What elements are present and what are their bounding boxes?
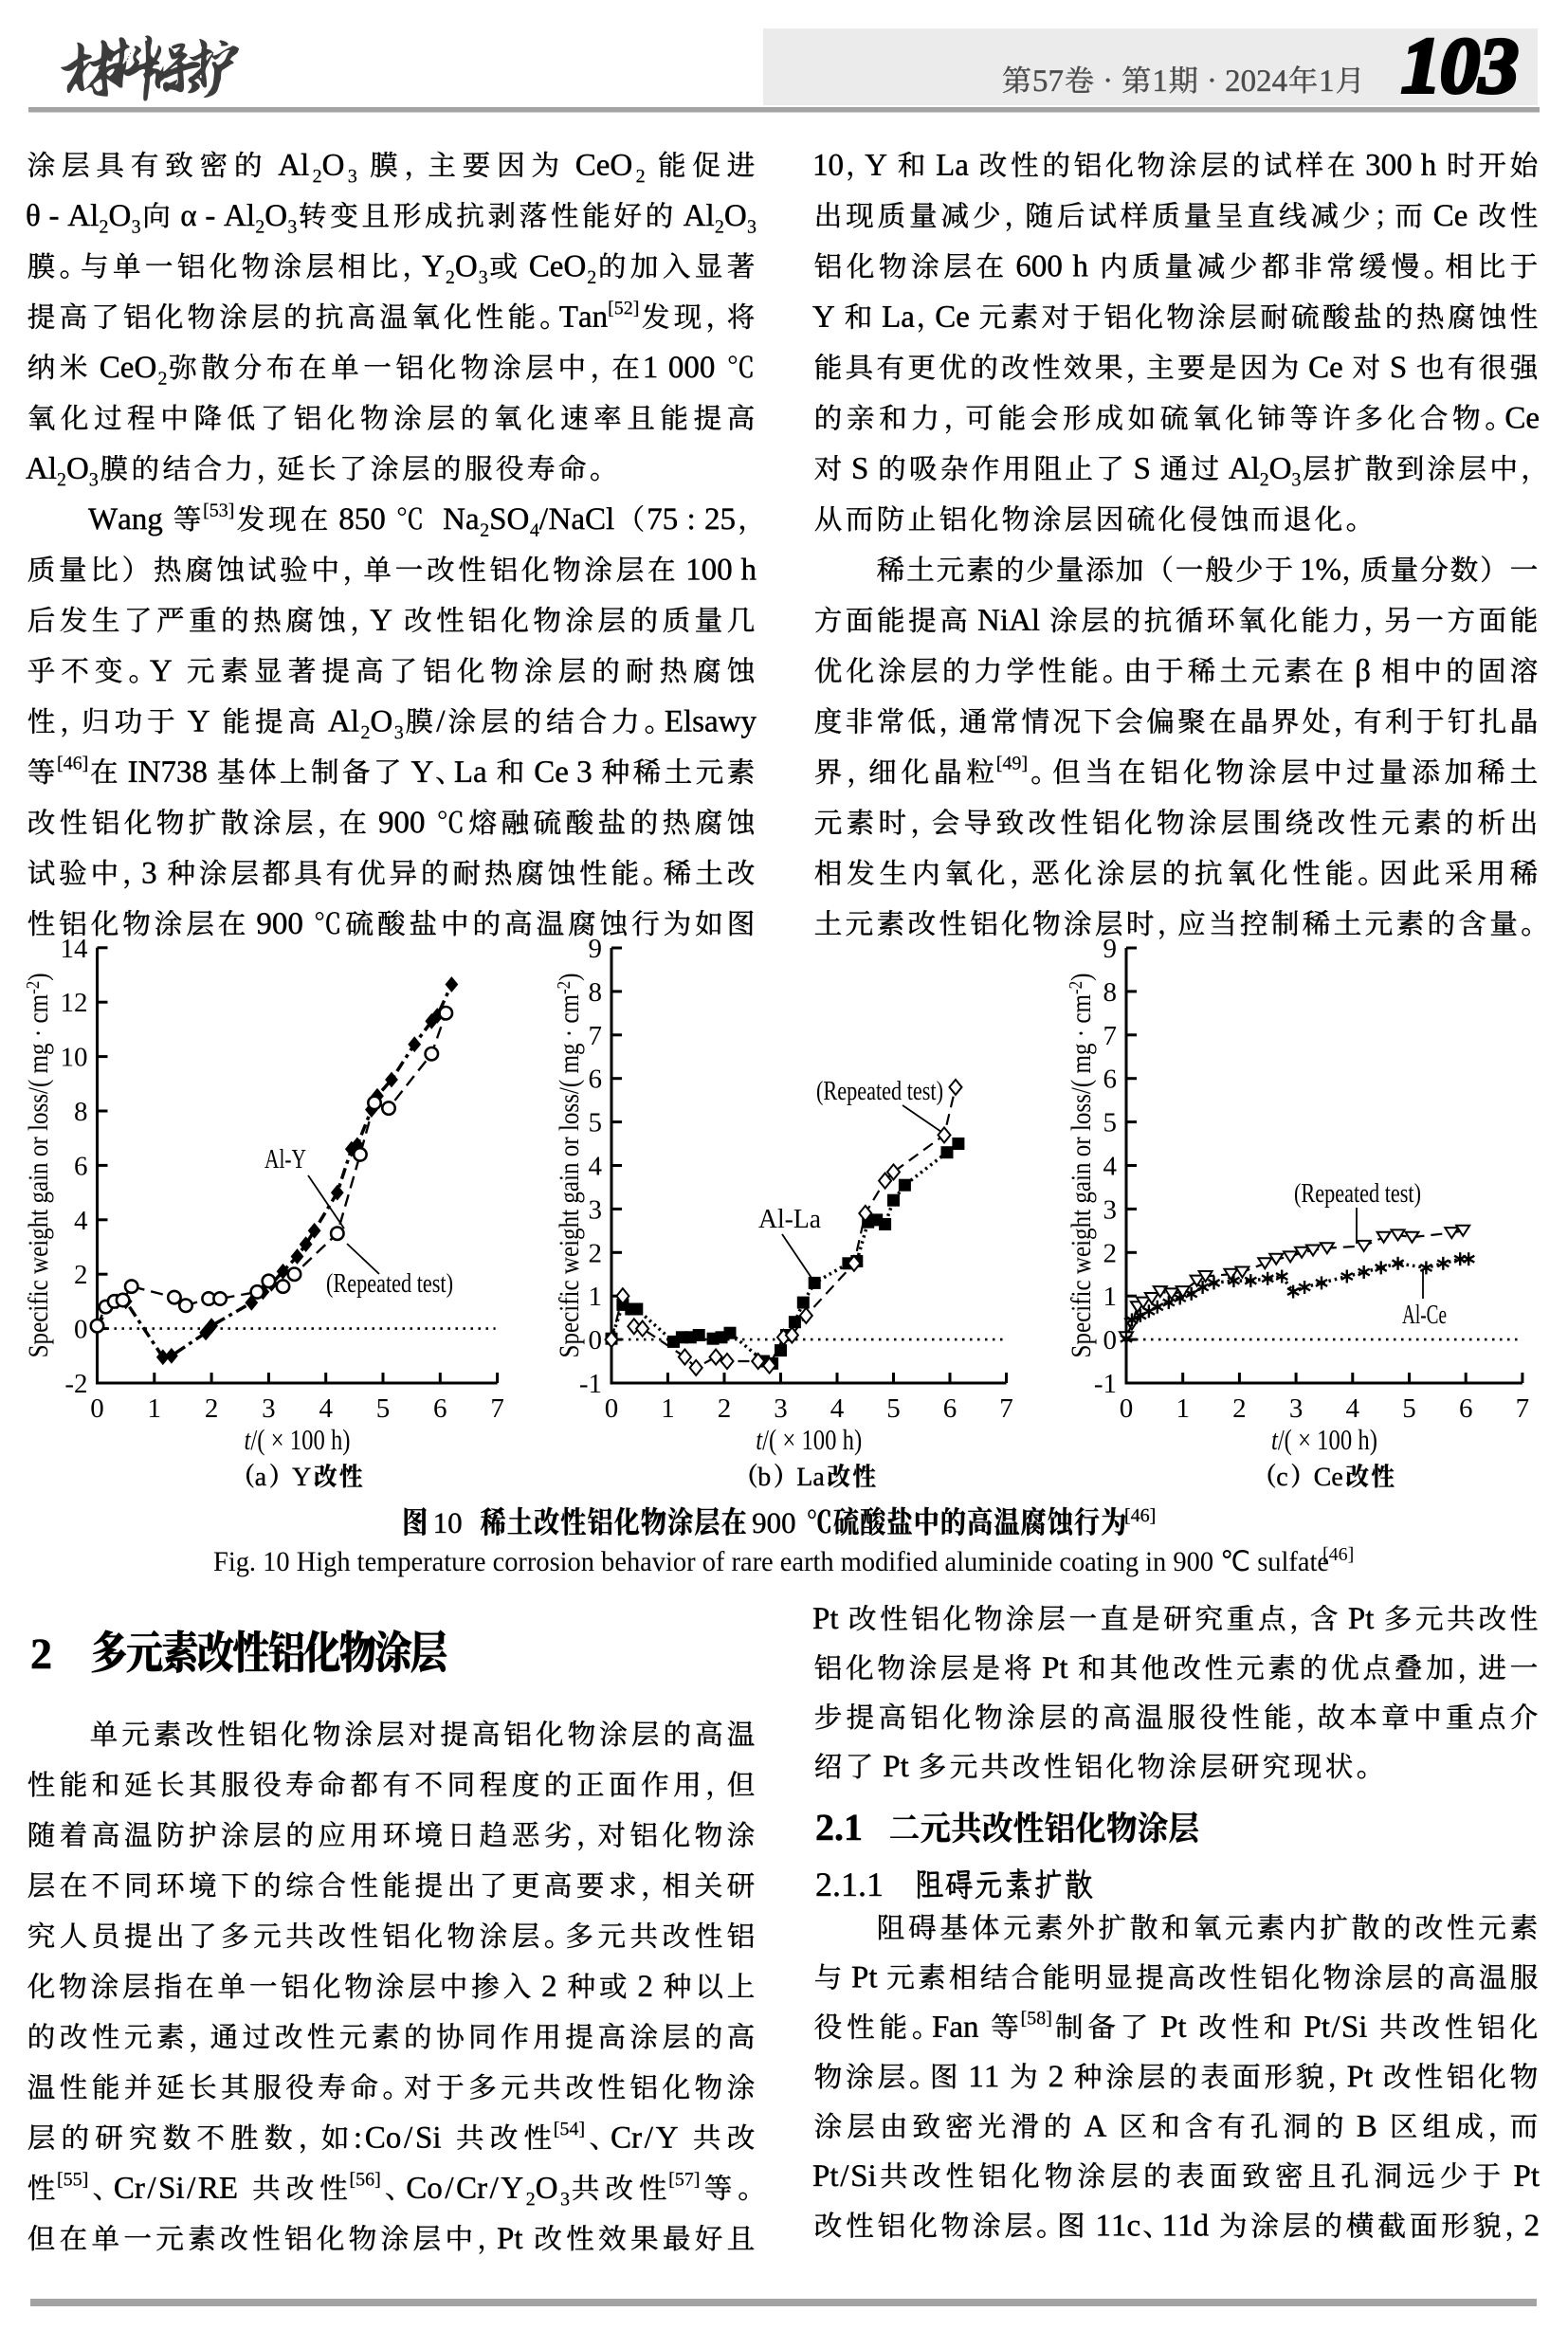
svg-text:1: 1 bbox=[148, 1393, 162, 1424]
svg-text:7: 7 bbox=[1516, 1393, 1530, 1424]
svg-text:2: 2 bbox=[718, 1393, 732, 1424]
svg-text:(Repeated test): (Repeated test) bbox=[1294, 1178, 1421, 1209]
svg-text:8: 8 bbox=[74, 1097, 88, 1127]
svg-text:4: 4 bbox=[74, 1206, 88, 1236]
svg-text:6: 6 bbox=[943, 1393, 957, 1424]
svg-text:-1: -1 bbox=[579, 1369, 602, 1399]
svg-text:3: 3 bbox=[262, 1393, 276, 1424]
svg-text:4: 4 bbox=[1346, 1393, 1360, 1424]
svg-text:Specific weight gain or loss/(: Specific weight gain or loss/( mg · cm-2… bbox=[23, 973, 54, 1357]
svg-text:4: 4 bbox=[830, 1393, 845, 1424]
svg-text:3: 3 bbox=[1289, 1393, 1304, 1424]
svg-text:Al-Ce: Al-Ce bbox=[1402, 1300, 1447, 1330]
svg-text:2: 2 bbox=[1232, 1393, 1247, 1424]
svg-text:10: 10 bbox=[61, 1043, 88, 1073]
svg-text:0: 0 bbox=[589, 1325, 603, 1356]
svg-text:3: 3 bbox=[774, 1393, 788, 1424]
svg-text:1: 1 bbox=[589, 1282, 603, 1312]
svg-text:t/( × 100 h): t/( × 100 h) bbox=[1271, 1423, 1377, 1456]
svg-text:[46]: [46] bbox=[1322, 1544, 1354, 1565]
svg-text:(Repeated test): (Repeated test) bbox=[326, 1268, 453, 1299]
svg-text:6: 6 bbox=[589, 1065, 603, 1095]
svg-text:6: 6 bbox=[74, 1151, 88, 1181]
svg-text:4: 4 bbox=[1103, 1152, 1118, 1182]
svg-text:7: 7 bbox=[490, 1393, 504, 1424]
svg-text:14: 14 bbox=[61, 934, 89, 964]
svg-text:Specific weight gain or loss/(: Specific weight gain or loss/( mg · cm-2… bbox=[554, 974, 585, 1358]
svg-text:Al-La: Al-La bbox=[758, 1204, 821, 1234]
svg-text:5: 5 bbox=[376, 1393, 391, 1424]
svg-text:9: 9 bbox=[1103, 934, 1118, 964]
svg-text:12: 12 bbox=[61, 988, 88, 1018]
svg-text:6: 6 bbox=[433, 1393, 447, 1424]
svg-text:9: 9 bbox=[589, 934, 603, 964]
svg-text:5: 5 bbox=[589, 1108, 603, 1138]
svg-text:3: 3 bbox=[589, 1194, 603, 1225]
svg-text:1: 1 bbox=[1103, 1282, 1118, 1312]
svg-text:5: 5 bbox=[886, 1393, 901, 1424]
svg-text:0: 0 bbox=[90, 1393, 104, 1424]
svg-text:Specific weight gain or loss/(: Specific weight gain or loss/( mg · cm-2… bbox=[1066, 974, 1097, 1358]
svg-text:4: 4 bbox=[319, 1393, 333, 1424]
svg-text:1: 1 bbox=[1176, 1393, 1190, 1424]
svg-text:1: 1 bbox=[661, 1393, 675, 1424]
svg-text:Fig. 10 High temperature cor: Fig. 10 High temperature corrosion behav… bbox=[213, 1547, 1329, 1577]
svg-text:4: 4 bbox=[589, 1152, 603, 1182]
svg-text:0: 0 bbox=[1103, 1325, 1118, 1356]
svg-text:t/( × 100 h): t/( × 100 h) bbox=[245, 1423, 351, 1456]
svg-text:8: 8 bbox=[589, 977, 603, 1008]
svg-text:2: 2 bbox=[74, 1260, 88, 1290]
svg-text:t/( × 100 h): t/( × 100 h) bbox=[756, 1423, 862, 1456]
svg-text:Al-Y: Al-Y bbox=[264, 1144, 306, 1174]
svg-text:0: 0 bbox=[1120, 1393, 1134, 1424]
svg-text:0: 0 bbox=[605, 1393, 619, 1424]
svg-text:7: 7 bbox=[1103, 1021, 1118, 1051]
svg-text:7: 7 bbox=[589, 1021, 603, 1051]
svg-text:2: 2 bbox=[1103, 1238, 1118, 1268]
svg-text:0: 0 bbox=[74, 1315, 88, 1345]
svg-text:5: 5 bbox=[1103, 1108, 1118, 1138]
svg-text:8: 8 bbox=[1103, 977, 1118, 1008]
svg-text:-1: -1 bbox=[1094, 1369, 1117, 1399]
svg-text:103: 103 bbox=[1401, 22, 1518, 110]
svg-text:6: 6 bbox=[1103, 1065, 1118, 1095]
svg-text:2: 2 bbox=[589, 1238, 603, 1268]
svg-text:6: 6 bbox=[1459, 1393, 1473, 1424]
svg-text:5: 5 bbox=[1402, 1393, 1416, 1424]
svg-text:2: 2 bbox=[205, 1393, 219, 1424]
svg-text:3: 3 bbox=[1103, 1194, 1118, 1225]
svg-text:7: 7 bbox=[999, 1393, 1013, 1424]
svg-text:(Repeated test): (Repeated test) bbox=[816, 1076, 943, 1106]
svg-text:-2: -2 bbox=[64, 1369, 87, 1399]
